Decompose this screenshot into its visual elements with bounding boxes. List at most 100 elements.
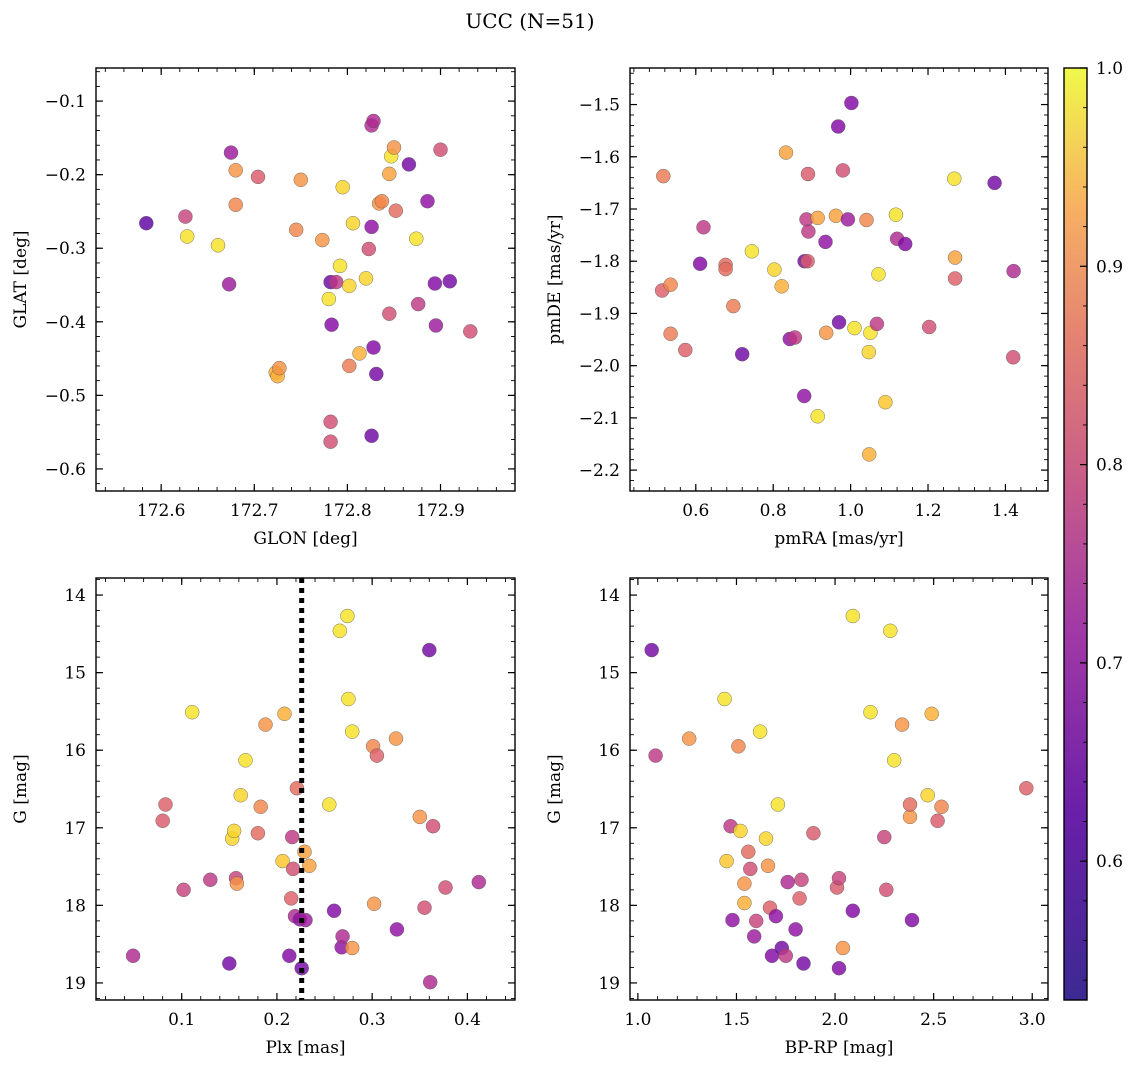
scatter-point — [302, 858, 317, 873]
scatter-panel-1: 172.6 172.7 172.8 172.9 −0.1 −0.2 −0.3 −0.4 −0.5… — [11, 67, 516, 549]
scatter-point — [800, 254, 815, 269]
y-tick-label: 18 — [598, 896, 620, 916]
scatter-point — [250, 826, 266, 841]
x-tick-label: 0.6 — [682, 501, 709, 521]
scatter-point — [253, 799, 268, 814]
axes-frame — [629, 577, 1049, 1001]
scatter-point — [1006, 350, 1021, 365]
scatter-points — [125, 608, 486, 990]
scatter-point — [277, 706, 292, 721]
scatter-point — [272, 360, 287, 376]
x-tick-label: 1.5 — [723, 1010, 750, 1030]
scatter-point — [878, 395, 893, 410]
scatter-point — [329, 274, 344, 290]
scatter-point — [947, 171, 962, 186]
scatter-point — [859, 212, 874, 228]
scatter-point — [902, 797, 918, 812]
y-tick-label: −0.4 — [45, 313, 86, 333]
scatter-point — [250, 169, 266, 185]
y-tick-label: −1.7 — [579, 200, 620, 220]
scatter-point — [315, 232, 330, 248]
scatter-point — [409, 231, 424, 246]
scatter-point — [847, 320, 862, 336]
scatter-point — [749, 913, 764, 929]
scatter-point — [768, 909, 784, 924]
x-tick-label: 2.0 — [822, 1010, 849, 1030]
scatter-point — [844, 95, 859, 111]
scatter-point — [422, 642, 437, 658]
y-axis-label: GLAT [deg] — [11, 230, 31, 328]
scatter-point — [423, 975, 438, 990]
scatter-point — [222, 956, 237, 971]
x-tick-label: 1.0 — [837, 501, 864, 521]
scatter-point — [788, 922, 803, 937]
figure-title: UCC (N=51) — [465, 9, 594, 33]
y-tick-label: −0.5 — [45, 386, 86, 406]
scatter-point — [888, 207, 904, 222]
x-tick-label: 172.6 — [137, 501, 186, 521]
scatter-point — [284, 891, 299, 906]
y-tick-label: 17 — [64, 819, 86, 839]
scatter-point — [922, 319, 937, 335]
scatter-point — [987, 175, 1002, 191]
scatter-point — [792, 891, 807, 906]
scatter-point — [725, 912, 740, 928]
scatter-point — [682, 731, 697, 746]
scatter-point — [285, 861, 301, 877]
scatter-point — [427, 276, 443, 291]
y-tick-label: −1.5 — [579, 96, 620, 116]
x-tick-label: 3.0 — [1019, 1010, 1046, 1030]
scatter-point — [863, 705, 878, 720]
scatter-point — [743, 861, 758, 877]
scatter-point — [778, 145, 794, 160]
scatter-point — [433, 142, 448, 157]
scatter-point — [471, 874, 486, 890]
scatter-point — [332, 258, 348, 274]
x-tick-label: 0.8 — [760, 501, 787, 521]
scatter-point — [417, 900, 432, 915]
y-tick-label: −2.0 — [579, 357, 620, 377]
scatter-point — [438, 880, 453, 895]
colorbar-tick-label: 0.8 — [1096, 456, 1123, 476]
scatter-point — [898, 236, 913, 252]
scatter-point — [210, 238, 226, 253]
scatter-point — [735, 347, 750, 362]
y-tick-label: −1.9 — [579, 304, 620, 324]
scatter-point — [656, 168, 671, 184]
scatter-point — [871, 267, 886, 282]
scatter-point — [321, 291, 336, 307]
colorbar-tick-label: 1.0 — [1096, 59, 1123, 79]
y-tick-label: 15 — [598, 664, 620, 684]
scatter-point — [364, 219, 379, 235]
y-axis-label: pmDE [mas/yr] — [545, 214, 565, 344]
scatter-point — [831, 119, 846, 134]
scatter-point — [282, 948, 297, 963]
scatter-point — [767, 262, 782, 277]
scatter-point — [289, 222, 304, 238]
scatter-point — [840, 212, 856, 227]
scatter-point — [388, 731, 404, 746]
scatter-point — [835, 940, 851, 956]
scatter-point — [179, 229, 195, 244]
scatter-point — [780, 874, 795, 890]
x-tick-label: 2.5 — [920, 1010, 947, 1030]
colorbar-gradient — [1063, 67, 1088, 1001]
scatter-point — [335, 929, 350, 944]
y-tick-label: −1.8 — [579, 252, 620, 272]
scatter-point — [293, 172, 308, 188]
scatter-point — [752, 724, 768, 739]
scatter-point — [828, 208, 844, 224]
scatter-point — [831, 315, 847, 330]
scatter-point — [275, 853, 290, 869]
scatter-point — [663, 326, 678, 341]
scatter-point — [221, 277, 237, 292]
scatter-point — [352, 346, 367, 361]
y-tick-label: 19 — [598, 974, 620, 994]
x-tick-label: 0.3 — [359, 1010, 386, 1030]
scatter-point — [158, 797, 173, 812]
x-tick-label: 1.2 — [914, 501, 941, 521]
y-tick-label: 19 — [64, 974, 86, 994]
axes-frame — [629, 67, 1049, 492]
scatter-point — [323, 434, 338, 449]
scatter-point — [412, 809, 427, 825]
